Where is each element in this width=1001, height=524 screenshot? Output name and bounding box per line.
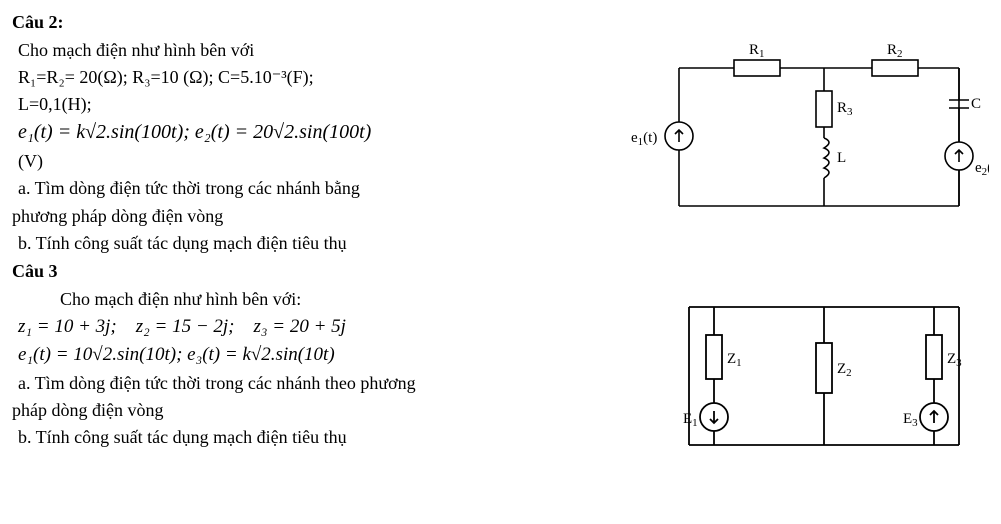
- q2-equation: e₁(t) = k√2.sin(100t); e₂(t) = 20√2.sin(…: [18, 118, 601, 147]
- label-e2: e2(t): [975, 160, 989, 178]
- q2-part-a: a. Tìm dòng điện tức thời trong các nhán…: [18, 175, 601, 201]
- label-L: L: [837, 150, 846, 166]
- q2-diagram: R1 R2 R3 L C e1(t) e2(t): [619, 36, 989, 226]
- q3-text-col: Cho mạch điện như hình bên với: z₁ = 10 …: [12, 285, 631, 451]
- q3-part-a: a. Tìm dòng điện tức thời trong các nhán…: [18, 370, 631, 396]
- label-Z1: Z1: [727, 351, 742, 369]
- q3-block: Cho mạch điện như hình bên với: z₁ = 10 …: [12, 285, 989, 460]
- q3-equation: e₁(t) = 10√2.sin(10t); e₃(t) = k√2.sin(1…: [18, 341, 631, 369]
- q3-line1: Cho mạch điện như hình bên với:: [60, 286, 631, 312]
- document-page: Câu 2: Cho mạch điện như hình bên với R₁…: [12, 8, 989, 460]
- circuit-q3: Z1 Z2 Z3 E1 E3: [649, 285, 989, 460]
- label-R3: R3: [837, 100, 853, 118]
- q3-diagram: Z1 Z2 Z3 E1 E3: [649, 285, 989, 460]
- label-E1: E1: [683, 411, 698, 429]
- q3-heading: Câu 3: [12, 258, 989, 284]
- q2-unit: (V): [18, 148, 601, 174]
- label-R1: R1: [749, 42, 765, 60]
- q2-part-b: b. Tính công suất tác dụng mạch điện tiê…: [18, 230, 601, 256]
- q2-line1: Cho mạch điện như hình bên với: [18, 37, 601, 63]
- q2-line3: L=0,1(H);: [18, 91, 601, 117]
- label-Z2: Z2: [837, 361, 852, 379]
- label-e1: e1(t): [631, 130, 657, 148]
- q2-block: Cho mạch điện như hình bên với R₁=R₂= 20…: [12, 36, 989, 257]
- q2-text-col: Cho mạch điện như hình bên với R₁=R₂= 20…: [12, 36, 601, 257]
- q3-part-a2: pháp dòng điện vòng: [12, 397, 631, 423]
- q2-heading: Câu 2:: [12, 9, 989, 35]
- circuit-q2: R1 R2 R3 L C e1(t) e2(t): [619, 36, 989, 226]
- q3-part-b: b. Tính công suất tác dụng mạch điện tiê…: [18, 424, 631, 450]
- label-E3: E3: [903, 411, 918, 429]
- q2-part-a2: phương pháp dòng điện vòng: [12, 203, 601, 229]
- label-R2: R2: [887, 42, 903, 60]
- q2-line2: R₁=R₂= 20(Ω); R₃=10 (Ω); C=5.10⁻³(F);: [18, 64, 601, 90]
- label-C: C: [971, 96, 981, 112]
- q3-z-line: z₁ = 10 + 3j; z₂ = 15 − 2j; z₃ = 20 + 5j: [18, 313, 631, 341]
